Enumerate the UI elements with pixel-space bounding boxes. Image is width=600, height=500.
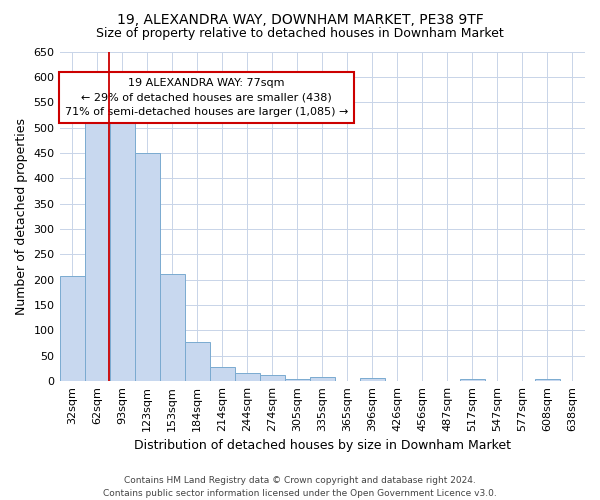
Bar xyxy=(260,375,285,381)
Bar xyxy=(310,377,335,381)
Y-axis label: Number of detached properties: Number of detached properties xyxy=(15,118,28,315)
X-axis label: Distribution of detached houses by size in Downham Market: Distribution of detached houses by size … xyxy=(134,440,511,452)
Bar xyxy=(460,378,485,381)
Bar xyxy=(209,368,235,381)
Bar xyxy=(160,274,185,381)
Text: Size of property relative to detached houses in Downham Market: Size of property relative to detached ho… xyxy=(96,28,504,40)
Bar xyxy=(59,276,85,381)
Bar xyxy=(134,153,160,381)
Bar xyxy=(285,378,310,381)
Bar xyxy=(235,372,260,381)
Bar xyxy=(110,112,134,381)
Text: 19, ALEXANDRA WAY, DOWNHAM MARKET, PE38 9TF: 19, ALEXANDRA WAY, DOWNHAM MARKET, PE38 … xyxy=(116,12,484,26)
Text: Contains HM Land Registry data © Crown copyright and database right 2024.
Contai: Contains HM Land Registry data © Crown c… xyxy=(103,476,497,498)
Bar xyxy=(185,342,209,381)
Bar xyxy=(535,378,560,381)
Text: 19 ALEXANDRA WAY: 77sqm
← 29% of detached houses are smaller (438)
71% of semi-d: 19 ALEXANDRA WAY: 77sqm ← 29% of detache… xyxy=(65,78,349,118)
Bar xyxy=(85,112,110,381)
Bar xyxy=(360,378,385,381)
